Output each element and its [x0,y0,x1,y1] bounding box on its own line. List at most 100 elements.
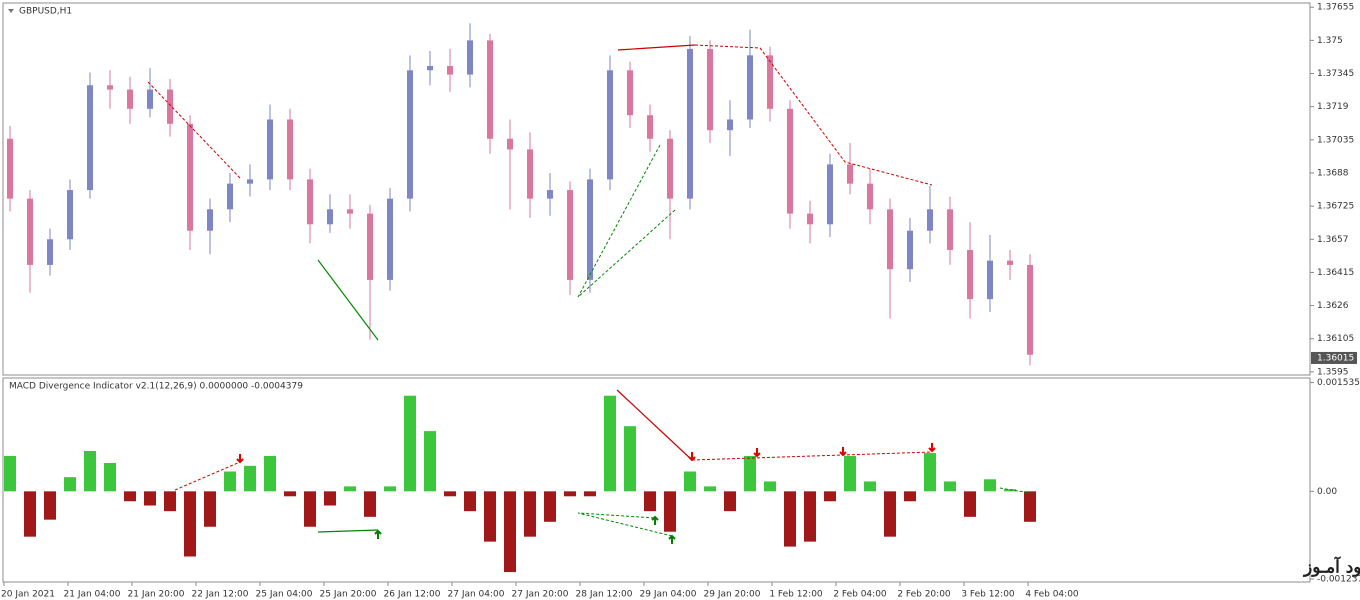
histogram-bar [564,491,576,497]
indicator-title: MACD Divergence Indicator v2.1(12,26,9) … [9,382,303,392]
histogram-bar [824,491,836,502]
x-tick-label: 3 Feb 12:00 [961,590,1015,600]
histogram-bar [144,491,156,506]
histogram-bar [104,463,116,492]
histogram-bar [184,491,196,557]
candle-body [147,89,153,109]
candle-body [547,190,553,199]
y-tick-label: 1.3688 [1317,168,1349,178]
candle-body [387,198,393,280]
candle-body [767,55,773,109]
candle-body [907,230,913,270]
y-tick-label: -0.001237 [1317,574,1360,584]
candle-body [287,119,293,180]
histogram-bar [784,491,796,547]
histogram-bar [384,486,396,492]
candle-body [187,123,193,231]
histogram-bar [44,491,56,520]
histogram-bar [444,491,456,497]
y-tick-label: 1.375 [1317,36,1343,46]
histogram-bar [264,455,276,492]
candle-body [987,260,993,300]
candle-body [887,209,893,270]
x-tick-label: 29 Jan 20:00 [704,590,761,600]
histogram-bar [624,426,636,492]
histogram-bar [1004,489,1016,492]
sell-arrow [236,454,244,464]
histogram-bar [844,455,856,492]
histogram-bar [904,491,916,502]
histogram-bar [864,481,876,492]
y-tick-label: 1.3719 [1317,102,1349,112]
histogram-bar [204,491,216,527]
candle-body [487,40,493,139]
candle-body [47,239,53,265]
candle-body [307,179,313,225]
histogram-bar [944,481,956,492]
divergence-lines [147,44,1031,537]
histogram-bar [284,491,296,497]
y-tick-label: 0.0015354 [1317,378,1360,388]
candle-body [627,70,633,116]
histogram-bar [224,471,236,492]
candle-body [827,164,833,225]
candle-body [747,55,753,120]
x-tick-label: 21 Jan 20:00 [128,590,185,600]
histogram-bar [324,491,336,506]
y-tick-label: 1.3657 [1317,235,1349,245]
collapse-icon[interactable] [8,9,14,13]
x-tick-label: 25 Jan 04:00 [256,590,313,600]
x-tick-label: 1 Feb 12:00 [769,590,823,600]
candle-body [107,85,113,90]
price-panel [2,2,1311,376]
buy-arrow [374,529,382,539]
x-tick-label: 4 Feb 04:00 [1025,590,1079,600]
histogram-bar [704,486,716,492]
y-tick-label: 1.37345 [1317,69,1354,79]
histogram-bar [984,479,996,492]
histogram-bar [664,491,676,532]
histogram-bar [124,491,136,502]
candle-body [967,249,973,300]
candle-body [527,149,533,199]
candle-body [847,164,853,184]
candle-body [927,209,933,231]
x-tick-label: 29 Jan 04:00 [640,590,697,600]
candle-body [607,70,613,180]
x-tick-label: 20 Jan 2021 [1,590,55,600]
histogram-bar [764,481,776,492]
candle-body [167,89,173,124]
x-tick-label: 22 Jan 12:00 [192,590,249,600]
histogram-bar [584,491,596,497]
candle-body [787,108,793,214]
y-tick-label: 1.37655 [1317,3,1354,13]
histogram-bar [504,491,516,573]
histogram-bar [4,455,16,492]
x-tick-label: 26 Jan 12:00 [384,590,441,600]
candle-body [947,209,953,250]
histogram-bar [744,455,756,492]
candle-body [727,119,733,131]
y-tick-label: 1.36725 [1317,202,1354,212]
y-tick-label: 0.00 [1317,487,1337,497]
histogram-bar [544,491,556,522]
histogram-bar [484,491,496,542]
y-tick-label: 1.37035 [1317,135,1354,145]
x-tick-label: 2 Feb 04:00 [833,590,887,600]
histogram-bar [724,491,736,512]
candle-body [267,119,273,180]
histogram-bar [164,491,176,512]
histogram-bar [344,486,356,492]
candle-body [27,198,33,265]
sell-arrow [688,452,696,462]
macd-panel [2,377,1311,583]
histogram-bar [464,491,476,512]
y-tick-label: 1.36105 [1317,334,1354,344]
candle-body [1027,264,1033,355]
histogram-bar [644,491,656,512]
histogram-bar [1024,491,1036,522]
histogram-bar [244,465,256,492]
histogram-bar [964,491,976,517]
candle-body [347,209,353,214]
symbol-title: GBPUSD,H1 [19,7,72,17]
